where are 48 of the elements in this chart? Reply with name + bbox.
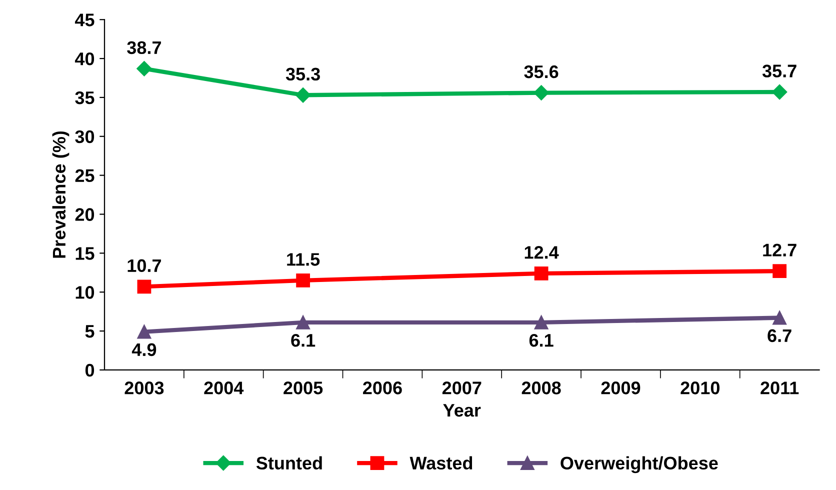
point <box>136 61 152 76</box>
y-tick-label: 35 <box>75 91 94 104</box>
point <box>772 310 787 325</box>
y-tick-label: 10 <box>76 286 94 299</box>
data-label: 11.5 <box>287 253 320 266</box>
y-tick-label: 20 <box>75 208 94 221</box>
x-tick-label: 2010 <box>680 382 720 394</box>
data-label: 12.4 <box>524 246 559 259</box>
y-tick-label: 30 <box>75 130 94 144</box>
data-label: 35.6 <box>524 65 558 78</box>
point <box>137 324 152 339</box>
point <box>772 264 787 278</box>
point <box>534 316 548 330</box>
x-tick-label: 2005 <box>284 382 323 394</box>
x-tick-label: 2003 <box>124 382 164 394</box>
point <box>137 280 152 294</box>
data-label: 6.1 <box>291 334 316 347</box>
data-label: 12.7 <box>763 244 796 256</box>
x-tick-label: 2008 <box>522 382 561 394</box>
y-tick-label: 15 <box>76 247 94 260</box>
data-label: 35.7 <box>762 64 796 78</box>
x-axis-title: Year <box>443 404 481 417</box>
legend-label: Overweight/Obese <box>560 456 718 474</box>
legend-label: Stunted <box>256 456 322 470</box>
y-tick-label: 0 <box>85 364 94 377</box>
point <box>296 273 310 288</box>
point <box>296 316 310 330</box>
point <box>295 88 311 103</box>
point <box>772 84 788 100</box>
y-tick-label: 25 <box>75 169 94 182</box>
data-label: 38.7 <box>127 41 161 54</box>
x-tick-label: 2011 <box>760 382 799 394</box>
data-label: 10.7 <box>128 259 161 272</box>
data-label: 35.3 <box>286 68 320 81</box>
x-tick-label: 2009 <box>601 382 640 394</box>
data-label: 6.1 <box>529 334 554 347</box>
data-label: 4.9 <box>132 343 156 356</box>
x-tick-label: 2006 <box>363 382 402 394</box>
x-tick-label: 2004 <box>204 382 244 394</box>
legend-label: Wasted <box>410 456 472 470</box>
y-axis-title: Prevalence (%) <box>52 131 70 258</box>
point <box>534 266 548 280</box>
point <box>534 85 549 100</box>
y-tick-label: 45 <box>74 14 94 26</box>
data-label: 6.7 <box>768 329 792 342</box>
x-tick-label: 2007 <box>442 382 482 394</box>
y-tick-label: 5 <box>85 325 94 338</box>
y-tick-label: 40 <box>74 52 94 66</box>
